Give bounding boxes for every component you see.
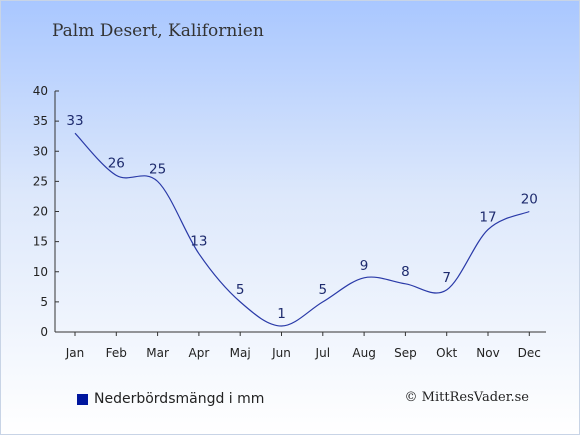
precipitation-line: [74, 132, 530, 327]
x-tick-label: Jun: [271, 346, 291, 360]
x-tick-label: Mar: [146, 346, 169, 360]
y-tick-label: 15: [33, 235, 48, 249]
y-tick-label: 40: [33, 84, 48, 98]
legend-label: Nederbördsmängd i mm: [94, 391, 265, 407]
data-label: 20: [521, 192, 538, 208]
data-label: 26: [108, 155, 125, 171]
y-tick-label: 0: [40, 325, 48, 339]
data-label: 7: [442, 270, 451, 286]
y-tick-label: 25: [33, 174, 48, 188]
y-tick-label: 20: [33, 205, 48, 219]
x-tick-label: Okt: [436, 346, 457, 360]
x-tick-label: Apr: [189, 346, 210, 360]
x-tick-label: Jul: [315, 346, 330, 360]
x-tick-label: Dec: [518, 346, 541, 360]
x-tick-label: Nov: [476, 346, 499, 360]
y-tick-label: 5: [40, 295, 48, 309]
data-label: 5: [236, 282, 245, 298]
data-label: 33: [66, 113, 83, 129]
x-tick-label: Aug: [352, 346, 375, 360]
y-tick-label: 30: [33, 144, 48, 158]
x-tick-label: Maj: [230, 346, 251, 360]
data-label: 1: [277, 306, 286, 322]
data-label: 17: [479, 210, 496, 226]
x-tick-label: Sep: [394, 346, 417, 360]
chart-title: Palm Desert, Kalifornien: [52, 21, 264, 41]
legend-swatch: [77, 393, 88, 405]
x-tick-label: Feb: [106, 346, 127, 360]
data-label: 25: [149, 161, 166, 177]
y-tick-label: 35: [33, 114, 48, 128]
data-label: 8: [401, 264, 410, 280]
data-label: 13: [190, 234, 207, 250]
data-label: 9: [360, 258, 369, 274]
legend: Nederbördsmängd i mm: [77, 391, 264, 407]
y-tick-label: 10: [33, 265, 48, 279]
data-label: 5: [319, 282, 328, 298]
x-tick-label: Jan: [65, 346, 85, 360]
credit-text: © MittResVader.se: [404, 390, 529, 405]
